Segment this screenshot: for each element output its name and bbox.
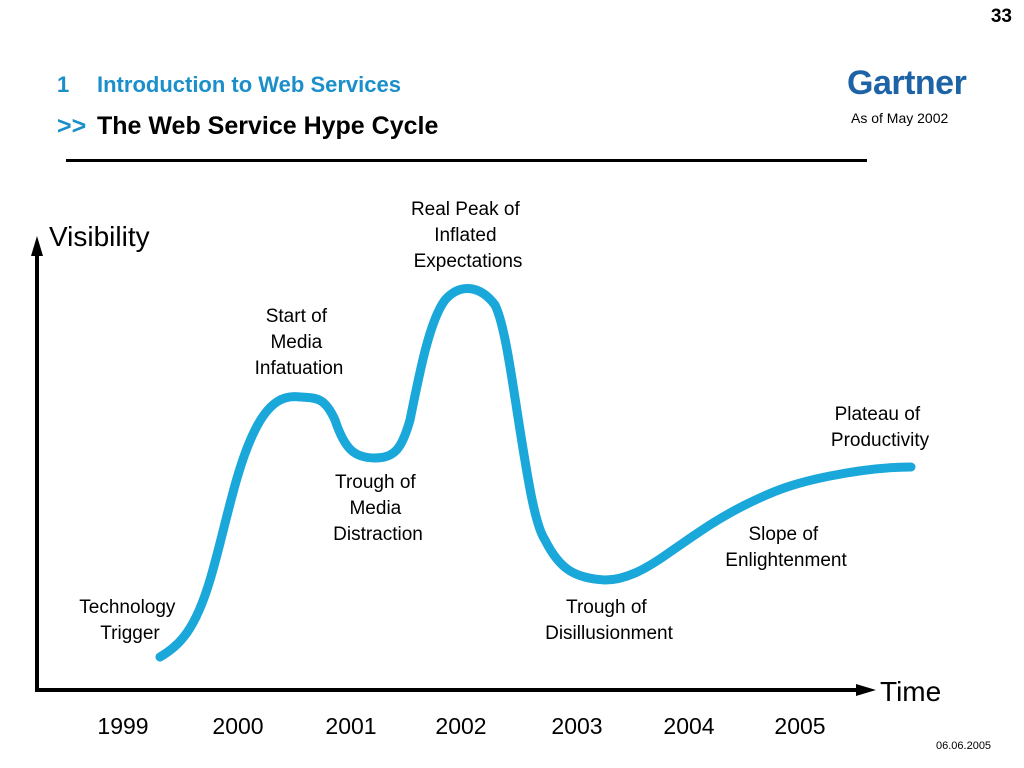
page-title: >> The Web Service Hype Cycle bbox=[57, 112, 438, 141]
annotation-slope-of-enlightenment: Slope of Enlightenment bbox=[725, 524, 847, 571]
year-tick-label: 2003 bbox=[551, 713, 602, 739]
title-prefix: >> bbox=[57, 112, 87, 140]
annotation-trough-of-disillusionment: Trough of Disillusionment bbox=[545, 597, 673, 644]
title-divider bbox=[66, 159, 867, 162]
section-title: Introduction to Web Services bbox=[97, 72, 401, 97]
year-tick-label: 2000 bbox=[212, 713, 263, 739]
year-tick-label: 1999 bbox=[97, 713, 148, 739]
gartner-logo: Gartner bbox=[847, 64, 967, 102]
section-heading: 1 Introduction to Web Services bbox=[57, 72, 401, 98]
year-tick-label: 2004 bbox=[663, 713, 714, 739]
annotation-plateau-of-productivity: Plateau of Productivity bbox=[831, 404, 930, 451]
x-axis-arrowhead bbox=[856, 684, 876, 696]
section-number: 1 bbox=[57, 72, 70, 97]
annotation-trough-of-media-distraction: Trough of Media Distraction bbox=[333, 472, 423, 545]
title-text: The Web Service Hype Cycle bbox=[97, 112, 439, 140]
y-axis-label: Visibility bbox=[49, 221, 150, 252]
annotation-start-of-media-infatuation: Start of Media Infatuation bbox=[255, 306, 344, 379]
footer-date: 06.06.2005 bbox=[936, 740, 992, 752]
page-number: 33 bbox=[990, 6, 1012, 27]
annotation-real-peak-of-inflated-expectations: Real Peak of Inflated Expectations bbox=[411, 199, 525, 272]
as-of-date: As of May 2002 bbox=[851, 110, 949, 126]
year-tick-label: 2005 bbox=[774, 713, 825, 739]
x-axis-label: Time bbox=[880, 676, 941, 707]
hype-curve bbox=[155, 284, 916, 662]
annotation-technology-trigger: Technology Trigger bbox=[79, 597, 180, 644]
y-axis-arrowhead bbox=[31, 236, 43, 256]
year-tick-label: 2002 bbox=[435, 713, 486, 739]
year-tick-label: 2001 bbox=[325, 713, 376, 739]
